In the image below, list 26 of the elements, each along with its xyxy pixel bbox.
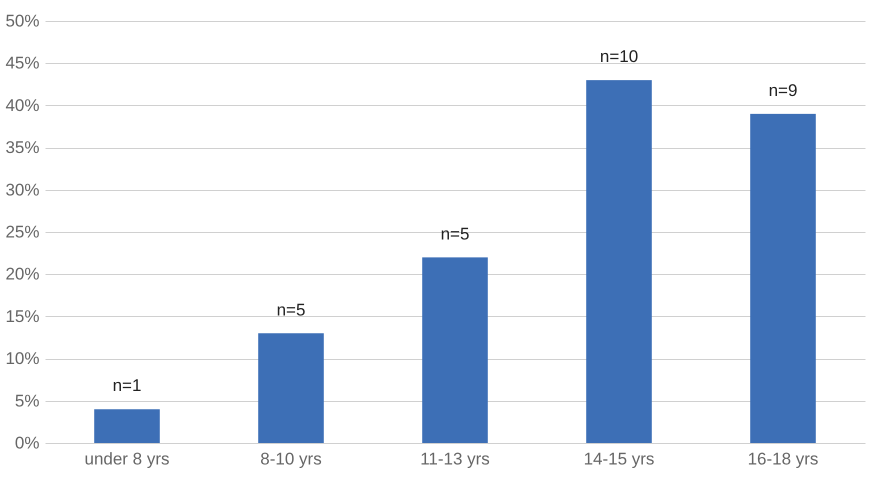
x-tick-label: 14-15 yrs [584,450,654,468]
y-tick-label: 10% [5,349,40,368]
annotation: n=5 [276,300,306,320]
bar [422,257,488,443]
x-tick-label: under 8 yrs [84,450,170,468]
y-tick-label: 5% [14,391,40,410]
y-tick-label: 35% [5,138,40,158]
y-tick-label: 45% [5,54,40,73]
y-tick-label: 50% [5,12,40,30]
annotation: n=9 [768,80,798,100]
annotation: n=5 [440,224,470,244]
annotation: n=1 [112,376,142,396]
bar [750,114,816,443]
y-tick-label: 25% [5,222,40,242]
x-tick-label: 16-18 yrs [748,450,818,468]
bar [94,409,160,443]
bar [586,80,652,443]
y-tick-label: 15% [5,306,40,326]
x-tick-label: 8-10 yrs [260,450,322,468]
y-tick-label: 0% [14,434,40,452]
y-tick-label: 40% [5,96,40,115]
x-tick-label: 11-13 yrs [420,450,490,468]
annotation: n=10 [600,47,638,66]
y-tick-label: 30% [5,180,40,200]
y-tick-label: 20% [5,264,40,284]
bar [258,333,324,443]
